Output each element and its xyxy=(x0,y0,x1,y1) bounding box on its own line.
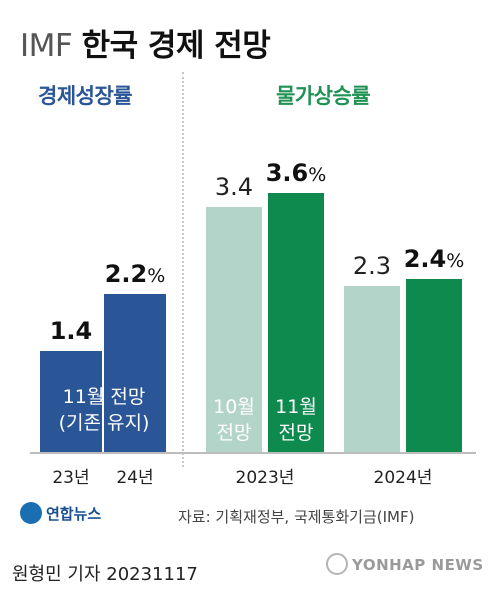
inflation-bar-2024-oct xyxy=(344,286,400,452)
chart-baseline xyxy=(30,452,476,454)
inflation-xlabel-2024: 2024년 xyxy=(373,468,433,488)
title-main: 한국 경제 전망 xyxy=(81,28,271,64)
watermark-text: YONHAP NEWS xyxy=(352,556,484,574)
oct-forecast-label-line1: 10월 xyxy=(213,396,255,418)
growth-note-line1: 11월 전망 xyxy=(62,386,146,408)
nov-forecast-label-line1: 11월 xyxy=(275,396,317,418)
growth-value-23: 1.4 xyxy=(30,317,112,345)
growth-bar-24 xyxy=(104,293,166,452)
growth-xlabel-23: 23년 xyxy=(52,468,90,488)
inflation-value-2023-oct: 3.4 xyxy=(196,173,272,201)
logo-text: 연합뉴스 xyxy=(46,505,102,523)
watermark-icon xyxy=(326,553,348,575)
inflation-value-2023-nov: 3.6% xyxy=(258,159,334,187)
inflation-value-2023-nov-unit: % xyxy=(308,163,327,186)
inflation-value-2023-nov-number: 3.6 xyxy=(265,158,309,187)
title-prefix: IMF xyxy=(20,28,73,64)
inflation-value-2024-nov-number: 2.4 xyxy=(403,245,447,274)
growth-value-24: 2.2% xyxy=(94,260,176,288)
inflation-value-2024-oct: 2.3 xyxy=(334,252,410,280)
growth-bar-23 xyxy=(40,351,102,452)
source-note: 자료: 기획재정부, 국제통화기금(IMF) xyxy=(178,508,415,526)
page-title: IMF 한국 경제 전망 xyxy=(20,20,271,65)
nov-forecast-label-line2: 전망 xyxy=(278,422,314,444)
inflation-bar-2024-nov xyxy=(406,279,462,452)
yonhap-logo-icon xyxy=(20,502,42,524)
inflation-value-2024-oct-number: 2.3 xyxy=(352,252,392,281)
growth-value-23-number: 1.4 xyxy=(49,317,93,346)
section-divider xyxy=(182,72,184,467)
inflation-value-2024-nov-unit: % xyxy=(446,250,465,273)
growth-value-24-unit: % xyxy=(147,264,166,287)
reporter-credit: 원형민 기자 20231117 xyxy=(12,564,198,585)
oct-forecast-label-line2: 전망 xyxy=(216,422,252,444)
inflation-section-title: 물가상승률 xyxy=(276,84,371,108)
growth-section-title: 경제성장률 xyxy=(38,84,133,108)
inflation-value-2023-oct-number: 3.4 xyxy=(214,173,254,202)
inflation-value-2024-nov: 2.4% xyxy=(396,245,472,273)
growth-xlabel-24: 24년 xyxy=(116,468,154,488)
inflation-xlabel-2023: 2023년 xyxy=(235,468,295,488)
inflation-bar-2023-nov xyxy=(268,192,324,452)
inflation-bar-2023-oct xyxy=(206,207,262,452)
growth-value-24-number: 2.2 xyxy=(104,259,148,288)
growth-note-line2: (기존 유지) xyxy=(58,412,150,434)
